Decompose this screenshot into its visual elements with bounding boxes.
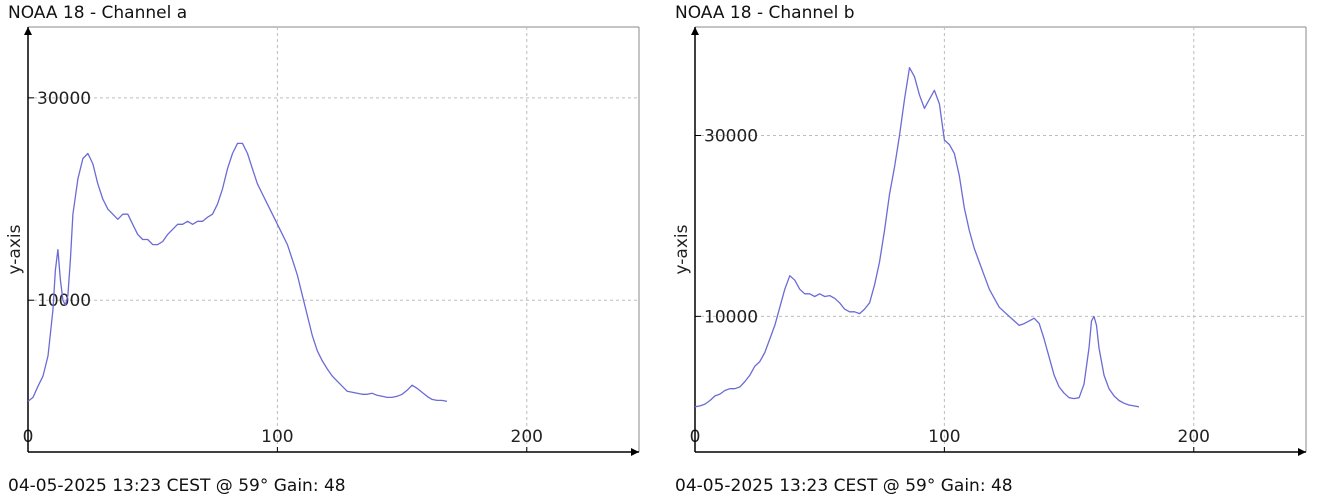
y-tick-label: 30000 bbox=[704, 127, 758, 147]
chart-panel-channel-a: 01002001000030000y-axis NOAA 18 - Channe… bbox=[5, 3, 640, 496]
x-axis-arrow bbox=[1298, 448, 1306, 456]
x-tick-label: 100 bbox=[261, 427, 293, 447]
chart-title: NOAA 18 - Channel b bbox=[675, 3, 855, 23]
chart-title: NOAA 18 - Channel a bbox=[8, 3, 188, 23]
x-tick-label: 100 bbox=[928, 427, 960, 447]
x-axis-arrow bbox=[631, 448, 639, 456]
x-tick-label: 200 bbox=[1178, 427, 1210, 447]
chart-footer: 04-05-2025 13:23 CEST @ 59° Gain: 48 bbox=[675, 476, 1013, 496]
y-axis-label: y-axis bbox=[5, 224, 25, 274]
chart-plot-channel-b: 01002001000030000y-axis bbox=[672, 26, 1307, 456]
y-axis-arrow bbox=[24, 27, 32, 35]
chart-plot-channel-a: 01002001000030000y-axis bbox=[5, 26, 640, 456]
y-axis-arrow bbox=[691, 27, 699, 35]
chart-footer: 04-05-2025 13:23 CEST @ 59° Gain: 48 bbox=[8, 476, 346, 496]
series-line bbox=[694, 67, 1140, 408]
series-line bbox=[27, 142, 448, 403]
y-axis-label: y-axis bbox=[672, 224, 692, 274]
chart-panel-channel-b: 01002001000030000y-axis NOAA 18 - Channe… bbox=[667, 0, 1334, 500]
x-tick-label: 200 bbox=[511, 427, 543, 447]
y-tick-label: 10000 bbox=[704, 307, 758, 327]
y-tick-label: 30000 bbox=[37, 89, 91, 109]
